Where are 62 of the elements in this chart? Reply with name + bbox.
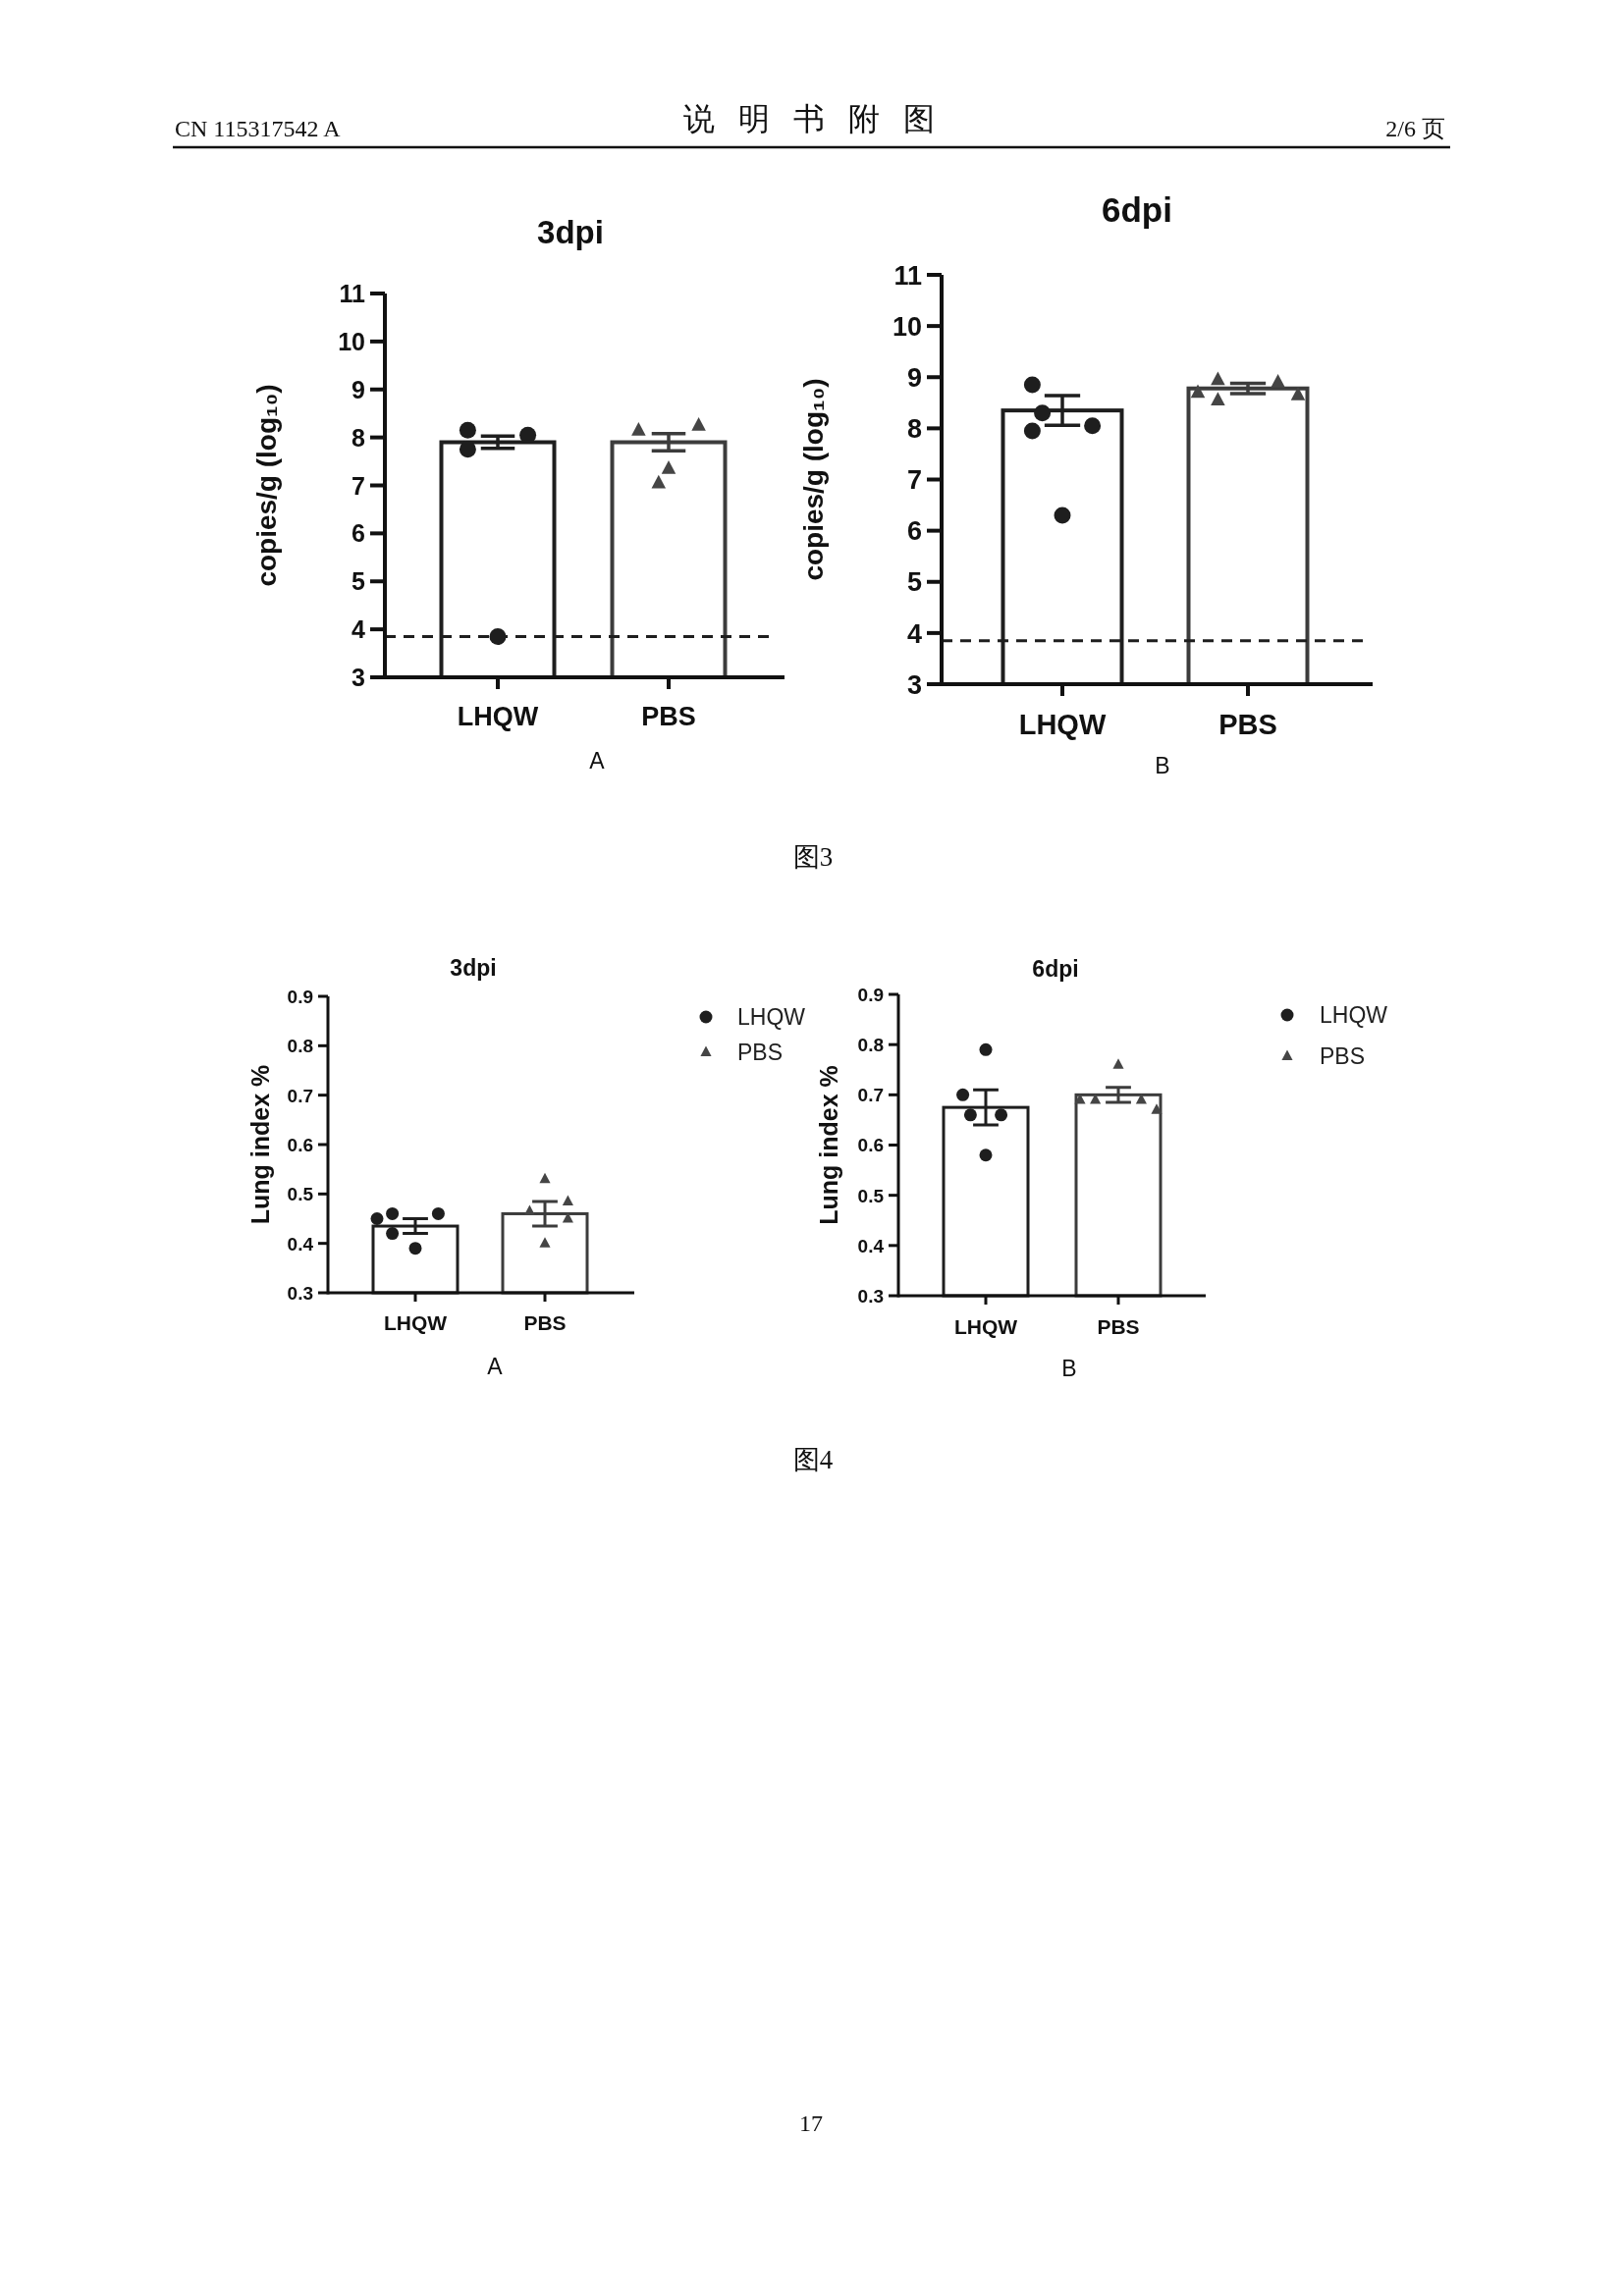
y-tick-label: 0.3 [857, 1285, 884, 1307]
y-tick-label: 8 [352, 423, 365, 452]
y-tick-label: 0.5 [287, 1184, 313, 1205]
y-tick-label: 6 [906, 516, 922, 547]
y-tick-label: 8 [906, 414, 922, 445]
y-tick-label: 7 [352, 471, 365, 500]
annotation: 2/6 页 [1385, 116, 1445, 141]
y-tick-label: 3 [352, 664, 365, 691]
y-tick-label: 10 [892, 311, 922, 342]
x-tick-label: PBS [641, 702, 696, 731]
x-tick-label: PBS [1218, 709, 1277, 740]
y-axis-title: copies/g (log₁₀) [251, 384, 283, 587]
title: 6dpi [1032, 956, 1079, 982]
y-tick-label: 0.9 [287, 986, 313, 1007]
x-tick-label: LHQW [1018, 709, 1107, 740]
legend-label: PBS [737, 1040, 784, 1066]
y-tick-label: 0.5 [857, 1185, 884, 1206]
legend-label: PBS [1320, 1043, 1366, 1070]
y-tick-label: 0.4 [857, 1235, 884, 1256]
y-tick-label: 0.4 [287, 1233, 313, 1255]
y-axis-title: copies/g (log₁₀) [798, 378, 830, 581]
y-tick-label: 0.7 [857, 1085, 884, 1106]
y-axis-title: Lung index % [246, 1064, 274, 1225]
y-tick-label: 11 [339, 280, 365, 307]
annotation: A [487, 1354, 503, 1379]
y-tick-label: 0.6 [287, 1134, 313, 1155]
title: 3dpi [537, 214, 604, 250]
y-tick-label: 9 [352, 375, 365, 403]
annotation: 图4 [792, 1445, 834, 1474]
y-tick-label: 0.6 [857, 1135, 884, 1156]
y-tick-label: 0.8 [287, 1036, 313, 1057]
x-tick-label: LHQW [383, 1311, 448, 1334]
legend-label: LHQW [1320, 1002, 1387, 1029]
y-tick-label: 5 [352, 567, 365, 596]
legend-label: LHQW [737, 1004, 805, 1031]
y-tick-label: 11 [893, 260, 922, 291]
annotation: CN 115317542 A [175, 116, 341, 141]
x-tick-label: PBS [1097, 1315, 1140, 1338]
y-tick-label: 0.9 [857, 984, 884, 1005]
y-tick-label: 0.8 [857, 1035, 884, 1055]
y-tick-label: 5 [906, 567, 922, 598]
annotation: B [1061, 1356, 1077, 1381]
annotation: A [589, 748, 605, 774]
y-axis-title: Lung index % [815, 1065, 842, 1225]
y-tick-label: 0.7 [287, 1085, 313, 1106]
annotation: 图3 [792, 842, 834, 872]
y-tick-label: 10 [338, 327, 365, 355]
y-tick-label: 4 [352, 615, 365, 644]
y-tick-label: 4 [906, 618, 922, 649]
y-tick-label: 9 [906, 362, 922, 393]
x-tick-label: LHQW [457, 702, 539, 731]
x-tick-label: PBS [523, 1311, 567, 1334]
annotation: B [1155, 753, 1170, 778]
y-tick-label: 6 [352, 519, 365, 548]
y-tick-label: 7 [906, 465, 922, 496]
annotation: 说 明 书 附 图 [683, 101, 943, 136]
y-tick-label: 0.3 [287, 1282, 313, 1304]
annotation: 17 [799, 2110, 823, 2136]
title: 6dpi [1102, 190, 1172, 229]
x-tick-label: LHQW [953, 1315, 1018, 1338]
title: 3dpi [450, 955, 497, 981]
y-tick-label: 3 [906, 669, 922, 700]
